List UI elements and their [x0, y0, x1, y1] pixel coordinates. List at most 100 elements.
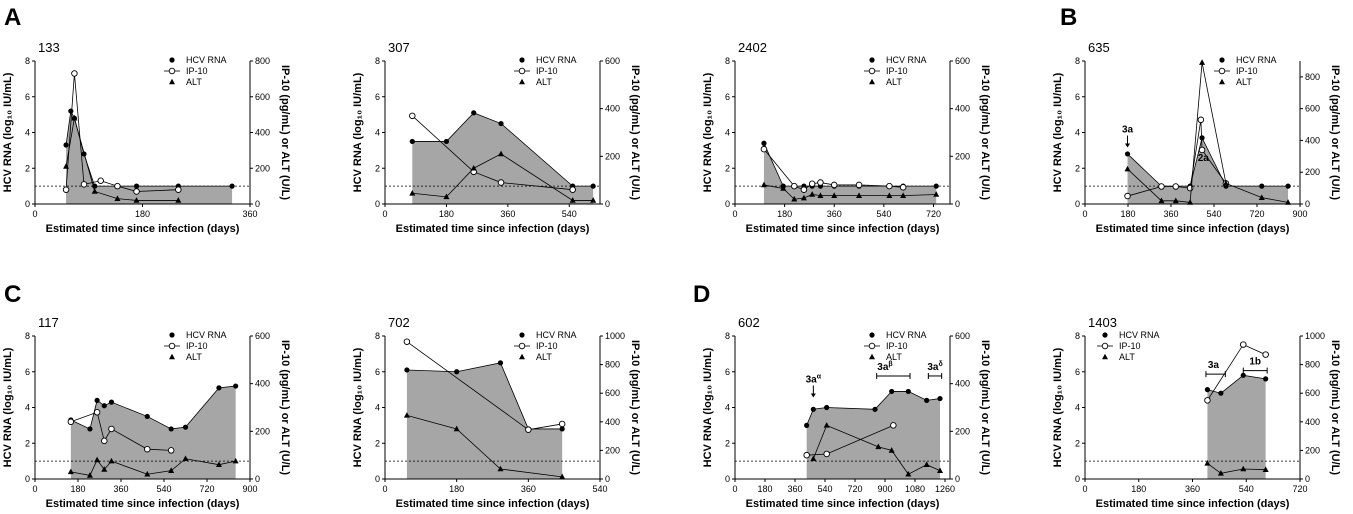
hcv-rna-point [905, 388, 911, 395]
genotype-superscript: δ [938, 361, 942, 368]
ip-10-point [890, 422, 897, 429]
alt-point [559, 473, 566, 480]
y-right-tick-label: 600 [255, 92, 270, 102]
genotype-annotation: 1b [1249, 357, 1261, 368]
hcv-rna-point [810, 406, 816, 412]
hcv-rna-point [63, 142, 69, 148]
y-left-tick-label: 8 [1075, 331, 1080, 341]
ip-10-point [133, 188, 140, 195]
hcv-rna-point [454, 369, 460, 375]
alt-point [144, 470, 151, 477]
legend-label-ip-10: IP-10 [1236, 66, 1258, 76]
x-axis-label: Estimated time since infection (days) [396, 498, 590, 510]
y-left-tick-label: 4 [25, 403, 30, 413]
hcv-rna-point [168, 426, 174, 432]
hcv-rna-area [412, 112, 594, 204]
alt-point [831, 192, 838, 198]
hcv-rna-point [133, 183, 140, 189]
hcv-rna-point [889, 388, 895, 395]
x-tick-label: 720 [847, 484, 862, 494]
x-tick-label: 1260 [935, 484, 955, 494]
patient-id: 117 [38, 315, 59, 330]
alt-point [443, 193, 450, 200]
ip-10-point [97, 177, 104, 185]
ip-10-point [558, 420, 566, 428]
hcv-rna-point [94, 397, 100, 403]
x-axis-label: Estimated time since infection (days) [396, 223, 590, 235]
hcv-rna-point [471, 110, 477, 116]
y-left-tick-label: 6 [25, 367, 30, 377]
y-right-axis-label: IP-10 (pg/mL) or ALT (U/L) [1329, 65, 1341, 200]
y-left-tick-label: 2 [725, 163, 730, 173]
alt-point [923, 461, 930, 467]
alt-point [1217, 469, 1224, 476]
y-left-tick-label: 8 [375, 56, 380, 66]
x-axis-label: Estimated time since infection (days) [1096, 498, 1290, 510]
y-right-tick-label: 400 [955, 379, 970, 389]
y-left-tick-label: 2 [375, 438, 380, 448]
ip-10-point [108, 425, 115, 433]
genotype-annotation: 3aα [806, 373, 822, 385]
y-left-tick-label: 8 [725, 56, 730, 66]
y-left-axis-label: HCV RNA (log₁₀ IU/mL) [702, 347, 714, 467]
genotype-annotation: 3aβ [877, 361, 893, 373]
y-left-tick-label: 0 [725, 199, 730, 209]
patient-id: 702 [388, 315, 410, 330]
legend-label-alt: ALT [1236, 77, 1252, 87]
hcv-rna-point [933, 183, 939, 189]
legend-label-ip-10: IP-10 [1119, 341, 1141, 351]
legend-label-alt: ALT [1119, 352, 1135, 362]
y-left-tick-label: 2 [375, 163, 380, 173]
ip-10-line [412, 115, 573, 191]
y-left-tick-label: 6 [725, 92, 730, 102]
annotation-arrowhead [810, 393, 816, 398]
hcv-rna-point [804, 422, 810, 428]
ip-10-point [525, 426, 532, 433]
x-tick-label: 540 [592, 484, 607, 494]
hcv-rna-point [498, 120, 504, 127]
alt-line [406, 414, 563, 478]
legend-marker-ip-10 [868, 342, 876, 350]
hcv-rna-point [761, 140, 767, 146]
y-right-tick-label: 200 [605, 445, 620, 455]
legend-marker-ip-10 [168, 67, 176, 75]
alt-point [817, 192, 824, 198]
legend-marker-alt [519, 78, 525, 85]
legend-marker-alt [169, 78, 175, 85]
legend-marker-hcv-rna [169, 332, 175, 338]
y-right-tick-label: 200 [255, 426, 270, 436]
y-right-tick-label: 200 [1305, 445, 1320, 455]
x-tick-label: 540 [1239, 484, 1254, 494]
x-tick-label: 180 [449, 484, 464, 494]
alt-point [810, 455, 817, 462]
x-tick-label: 540 [817, 484, 832, 494]
alt-point [1158, 197, 1165, 204]
ip-10-point [1198, 146, 1206, 154]
y-right-axis-label: IP-10 (pg/mL) or ALT (U/L) [1329, 340, 1341, 475]
y-right-tick-label: 0 [1305, 199, 1310, 209]
y-right-tick-label: 0 [955, 474, 960, 484]
x-tick-label: 540 [1206, 209, 1221, 219]
hcv-rna-point [1204, 387, 1211, 393]
y-right-tick-label: 0 [955, 199, 960, 209]
x-tick-label: 360 [500, 209, 515, 219]
ip-10-point [67, 418, 75, 426]
alt-point [91, 188, 98, 194]
y-right-tick-label: 600 [605, 388, 620, 398]
alt-point [1240, 465, 1247, 472]
ip-10-point [403, 338, 411, 345]
y-right-tick-label: 1000 [1305, 331, 1325, 341]
x-axis-label: Estimated time since infection (days) [46, 223, 240, 235]
y-left-tick-label: 4 [25, 128, 30, 138]
patient-id: 2402 [738, 40, 767, 55]
hcv-rna-point [937, 395, 943, 402]
legend-marker-alt [869, 78, 875, 85]
ip-10-point [817, 179, 824, 186]
legend-label-alt: ALT [536, 352, 552, 362]
legend-label-ip-10: IP-10 [886, 66, 908, 76]
x-tick-label: 1080 [905, 484, 925, 494]
alt-point [760, 181, 767, 188]
y-left-tick-label: 2 [25, 438, 30, 448]
legend-label-hcv-rna: HCV RNA [1119, 330, 1160, 340]
